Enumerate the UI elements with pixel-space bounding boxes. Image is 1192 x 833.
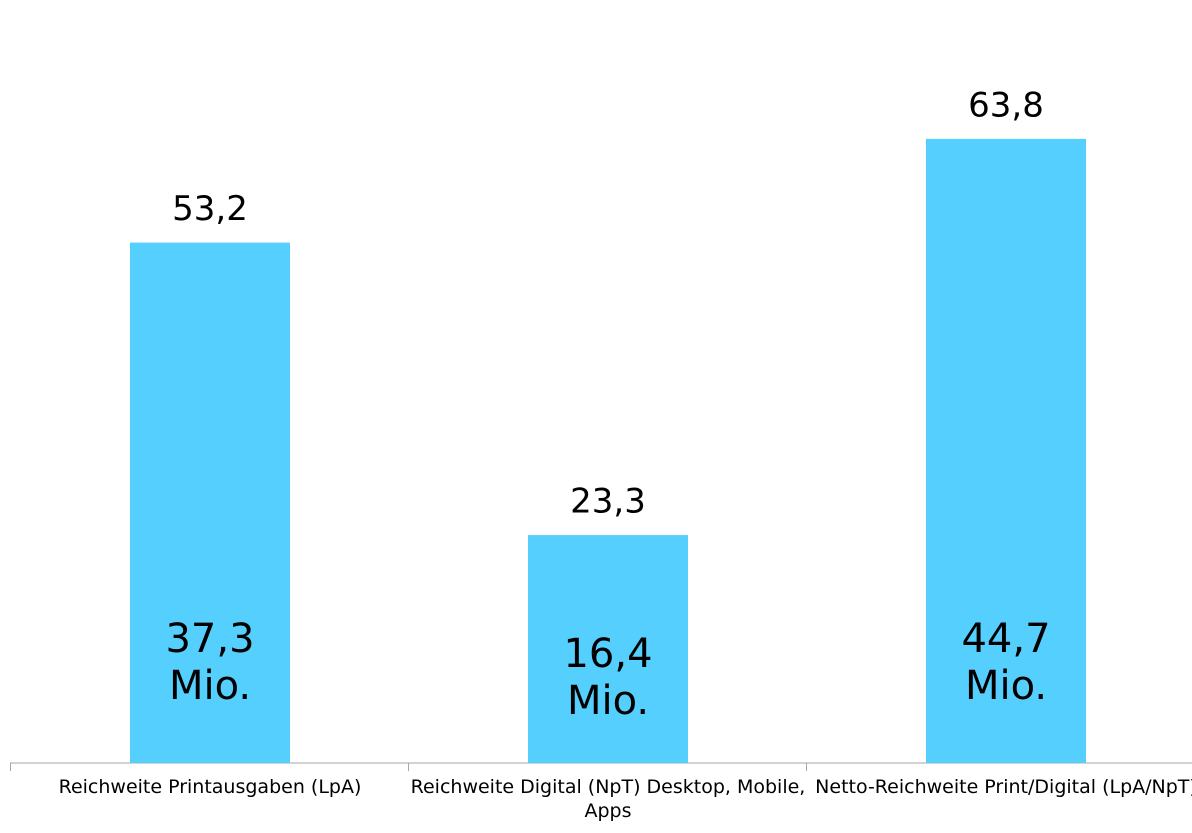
bar <box>528 535 688 763</box>
value-label: 23,3 <box>570 482 646 522</box>
bar-annotation: 37,3 <box>165 616 254 662</box>
bar-annotation: 44,7 <box>961 616 1050 662</box>
bar-annotation: Mio. <box>965 663 1047 709</box>
x-tick-label: Netto-Reichweite Print/Digital (LpA/NpT) <box>815 776 1192 798</box>
bar <box>130 242 290 764</box>
x-tick-label: Reichweite Printausgaben (LpA) <box>58 776 362 798</box>
value-label: 53,2 <box>172 189 248 229</box>
bar <box>926 138 1086 763</box>
value-label: 63,8 <box>968 85 1044 125</box>
bar-annotation: Mio. <box>567 678 649 724</box>
bar-annotation: Mio. <box>169 663 251 709</box>
bar-annotation: 16,4 <box>563 631 652 677</box>
x-tick-label: Reichweite Digital (NpT) Desktop, Mobile… <box>410 776 806 822</box>
